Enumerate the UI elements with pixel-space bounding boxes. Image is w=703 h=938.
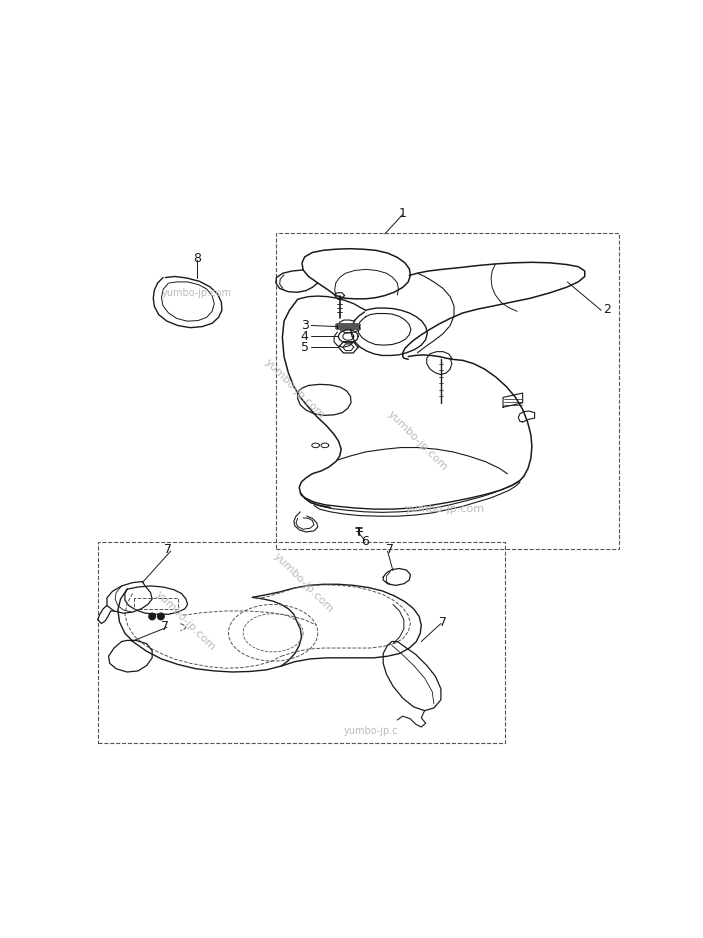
- Text: 2: 2: [602, 303, 611, 316]
- Text: 6: 6: [361, 536, 368, 549]
- Text: yumbo-jp.com: yumbo-jp.com: [386, 409, 449, 473]
- Text: 7: 7: [160, 620, 169, 633]
- Text: 3: 3: [301, 319, 309, 332]
- Text: 7: 7: [439, 616, 447, 628]
- Text: 1: 1: [399, 206, 407, 219]
- Circle shape: [157, 613, 165, 620]
- Text: 5: 5: [300, 340, 309, 354]
- Text: 7: 7: [387, 543, 394, 556]
- Text: yumbo-jp.com: yumbo-jp.com: [271, 551, 335, 614]
- Text: yumbo-jp.c: yumbo-jp.c: [344, 726, 399, 736]
- Bar: [98, 542, 505, 744]
- Text: 7: 7: [165, 543, 172, 556]
- Bar: [276, 233, 619, 549]
- Text: yumbo-jp.com: yumbo-jp.com: [162, 288, 232, 297]
- Circle shape: [149, 613, 155, 620]
- Text: yumbo-jp.com: yumbo-jp.com: [154, 589, 218, 653]
- Text: 4: 4: [301, 330, 309, 343]
- Text: yumbo-jp.com: yumbo-jp.com: [263, 357, 327, 421]
- Text: yumbo-jp.com: yumbo-jp.com: [405, 504, 485, 514]
- Text: 8: 8: [193, 252, 201, 265]
